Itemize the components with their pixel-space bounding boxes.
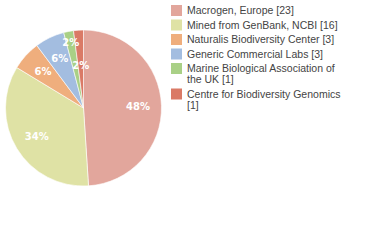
legend: Macrogen, Europe [23] Mined from GenBank,… bbox=[171, 4, 340, 111]
legend-label: Mined from GenBank, NCBI [16] bbox=[187, 19, 338, 31]
legend-swatch bbox=[171, 20, 182, 31]
chart: 48% 34% 6% 6% 2% 2% Macrogen, Europe [23] Mined… bbox=[0, 0, 380, 240]
legend-swatch bbox=[171, 49, 182, 60]
legend-swatch bbox=[171, 63, 182, 74]
slice bbox=[84, 30, 162, 186]
legend-label: Naturalis Biodiversity Center [3] bbox=[187, 33, 334, 45]
data-label: 2% bbox=[72, 60, 89, 71]
legend-label: Macrogen, Europe [23] bbox=[187, 4, 294, 16]
legend-line: [1] bbox=[187, 99, 199, 111]
legend-label: Marine Biological Association ofthe UK [… bbox=[187, 62, 335, 85]
data-label: 6% bbox=[35, 66, 52, 77]
data-label: 48% bbox=[126, 101, 150, 112]
legend-label: Generic Commercial Labs [3] bbox=[187, 48, 323, 60]
legend-label: Centre for Biodiversity Genomics[1] bbox=[187, 88, 340, 111]
legend-line: Macrogen, Europe [23] bbox=[187, 4, 294, 16]
legend-line: Naturalis Biodiversity Center [3] bbox=[187, 33, 334, 45]
legend-line: Mined from GenBank, NCBI [16] bbox=[187, 19, 338, 31]
legend-swatch bbox=[171, 34, 182, 45]
legend-swatch bbox=[171, 89, 182, 100]
legend-line: the UK [1] bbox=[187, 73, 234, 85]
legend-line: Centre for Biodiversity Genomics bbox=[187, 88, 340, 100]
legend-line: Generic Commercial Labs [3] bbox=[187, 48, 323, 60]
data-labels: 48% 34% 6% 6% 2% 2% bbox=[25, 37, 150, 141]
slices bbox=[5, 30, 161, 186]
data-label: 2% bbox=[62, 37, 79, 48]
data-label: 34% bbox=[25, 131, 49, 142]
legend-swatch bbox=[171, 5, 182, 16]
data-label: 6% bbox=[51, 53, 68, 64]
